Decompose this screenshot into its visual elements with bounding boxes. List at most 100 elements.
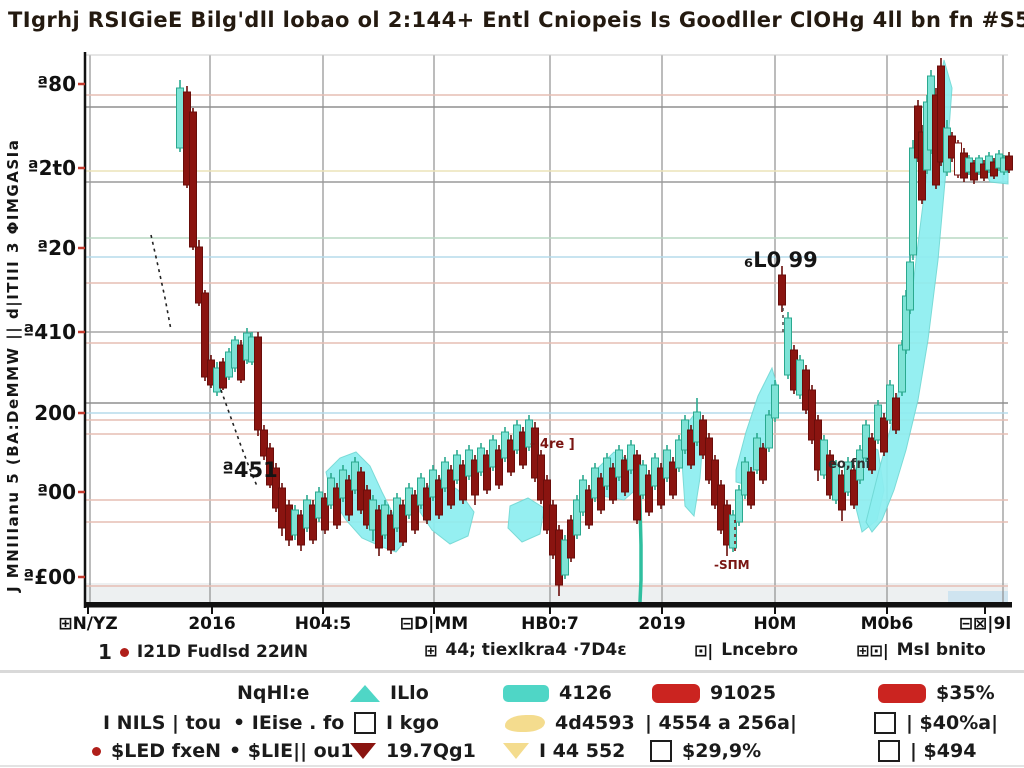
legend-item: $LED fxeN xyxy=(92,740,221,762)
candle-body xyxy=(735,489,743,523)
empty-square-icon xyxy=(878,740,900,762)
empty-square-icon xyxy=(650,740,672,762)
legend-label: 4d4593 xyxy=(555,712,635,734)
candle-body xyxy=(447,469,455,506)
candle-body xyxy=(705,437,713,481)
red-dot-icon xyxy=(92,746,101,756)
candle-body xyxy=(675,439,683,469)
legend-label: I 44 552 xyxy=(539,740,626,762)
legend-item: I 44 552 xyxy=(503,740,625,762)
x-axis-label: ⊟⊠|9l xyxy=(959,614,1011,634)
legend-label: I kgo xyxy=(386,712,439,734)
candle-body xyxy=(906,261,914,311)
candle-body xyxy=(537,454,545,501)
red-dot-icon xyxy=(119,647,129,657)
candle-body xyxy=(567,519,575,559)
candle-body xyxy=(507,439,515,473)
candle-body xyxy=(309,504,317,541)
legend-column-header: NqHl:e xyxy=(237,682,310,704)
candle-body xyxy=(711,459,719,506)
candle-body xyxy=(909,147,917,256)
candle-body xyxy=(729,514,737,549)
dashed-line xyxy=(220,389,258,487)
candle-body xyxy=(195,246,203,304)
legend-bar-label: MsI bnito xyxy=(896,640,986,660)
legend-label: 4126 xyxy=(559,682,612,704)
legend-label: I NILS | tou xyxy=(103,712,222,734)
legend-bar-item-4: ⊞⊡| MsI bnito xyxy=(856,640,986,660)
legend-item: • IEise . fo xyxy=(233,712,344,734)
candle-body xyxy=(669,461,677,496)
yellow-down-triangle-icon xyxy=(503,743,529,759)
candle-body xyxy=(868,437,876,471)
candle-body xyxy=(597,477,605,511)
candle-body xyxy=(189,111,197,248)
legend-bar-label: Lncebro xyxy=(721,640,799,660)
candle-body xyxy=(201,292,209,378)
red-swatch xyxy=(652,683,700,703)
candle-body xyxy=(645,474,653,513)
legend-label: $LED fxeN xyxy=(111,740,222,762)
y-axis-label: ª80 xyxy=(37,72,76,96)
legend-label: • IEise . fo xyxy=(233,712,345,734)
legend-item: • $LIE|| ou1 xyxy=(229,740,353,762)
candle-body xyxy=(892,397,900,431)
candle-body xyxy=(237,344,245,381)
candle-body xyxy=(411,494,419,531)
candle-body xyxy=(850,469,858,506)
y-axis-label: ª20 xyxy=(37,236,76,260)
candle-body xyxy=(176,87,184,149)
legend-item: ILlo xyxy=(350,682,429,704)
y-axis-label: ª2t0 xyxy=(27,156,76,180)
legend-label: 19.7Qg1 xyxy=(386,740,476,762)
candle-body xyxy=(880,417,888,453)
candle-body xyxy=(471,459,479,496)
legend-item: $29,9% xyxy=(650,740,761,762)
cyan-swatch xyxy=(503,684,549,702)
yellow-swatch xyxy=(505,714,545,732)
candle-body xyxy=(1005,155,1013,171)
candle-body xyxy=(573,499,581,536)
y-axis-label: ª00 xyxy=(37,480,76,504)
x-axis-label: HB0:7 xyxy=(521,614,579,634)
legend-label: | 4554 a 256a| xyxy=(645,712,797,734)
legend-bar-item-2: ⊞ 44; tiexlkra4 ·7D4ε xyxy=(424,640,627,660)
legend-bar-label: 44; tiexlkra4 ·7D4ε xyxy=(445,640,627,660)
legend-item: 4d4593 xyxy=(505,712,635,734)
candle-body xyxy=(531,427,539,479)
candle-body xyxy=(399,504,407,543)
legend-label: $29,9% xyxy=(682,740,762,762)
candle-body xyxy=(771,384,779,419)
y-axis-label: ª£00 xyxy=(23,565,76,589)
x-axis-label: 2019 xyxy=(638,614,685,634)
y-axis-label: 200 xyxy=(34,401,76,425)
chart-annotation: ª451 xyxy=(222,458,278,482)
red-swatch xyxy=(878,683,926,703)
candle-body xyxy=(333,487,341,526)
legend-label: 91025 xyxy=(710,682,777,704)
legend-bar-item-1: 1 I21D Fudlsd 22ИN xyxy=(98,640,308,664)
x-axis-label: H04:5 xyxy=(295,614,352,634)
candle-body xyxy=(747,471,755,506)
up-triangle-icon xyxy=(350,684,380,702)
chart-annotation: ₆L0 99 xyxy=(744,248,818,272)
candle-body xyxy=(423,487,431,521)
candle-body xyxy=(345,479,353,516)
legend-label: • $LIE|| ou1 xyxy=(229,740,354,762)
candle-body xyxy=(657,467,665,506)
candle-body xyxy=(784,317,792,376)
x-axis-label: 2016 xyxy=(188,614,235,634)
bottom-border-line xyxy=(0,765,1024,767)
candle-body xyxy=(778,274,786,306)
cyan-area xyxy=(507,497,545,543)
candle-body xyxy=(495,449,503,486)
empty-square-icon xyxy=(874,712,896,734)
dashed-line xyxy=(150,234,172,331)
bottom-band xyxy=(86,583,1008,602)
chart-title: TIgrhj RSIGieE Bilg'dll lobao ol 2:144+ … xyxy=(8,8,1024,32)
box-icon: ⊡| xyxy=(694,640,714,660)
x-axis-label: M0b6 xyxy=(861,614,914,634)
candle-body xyxy=(260,429,268,457)
candle-body xyxy=(937,65,945,163)
